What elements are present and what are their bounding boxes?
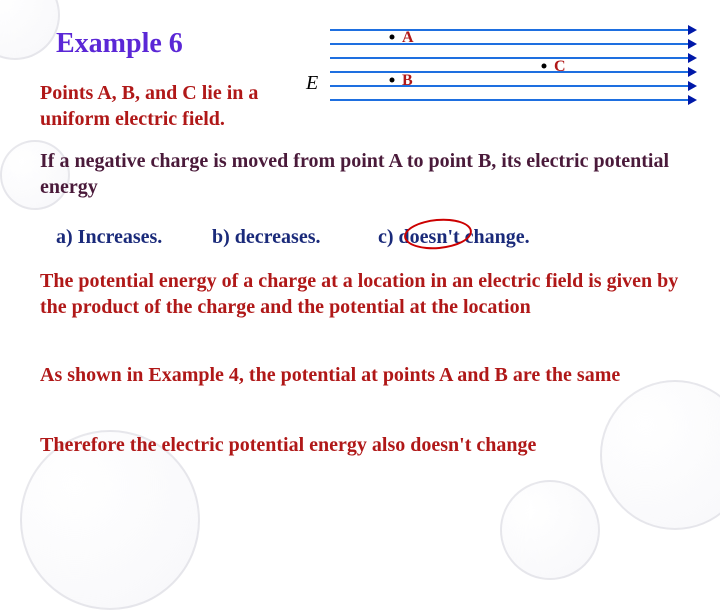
svg-text:A: A — [402, 29, 414, 46]
example-title: Example 6 — [56, 28, 183, 60]
option-a: a) Increases. — [56, 224, 162, 250]
explanation-1: The potential energy of a charge at a lo… — [40, 268, 680, 320]
decorative-bubble — [500, 480, 600, 580]
decorative-bubble — [0, 0, 60, 60]
electric-field-diagram: A B C — [300, 20, 700, 130]
explanation-3: Therefore the electric potential energy … — [40, 432, 680, 458]
question-prompt: If a negative charge is moved from point… — [40, 148, 680, 200]
question-setup: Points A, B, and C lie in a uniform elec… — [40, 80, 296, 132]
explanation-2: As shown in Example 4, the potential at … — [40, 362, 680, 388]
svg-text:C: C — [554, 58, 566, 75]
option-b: b) decreases. — [212, 224, 321, 250]
svg-text:B: B — [402, 72, 413, 89]
